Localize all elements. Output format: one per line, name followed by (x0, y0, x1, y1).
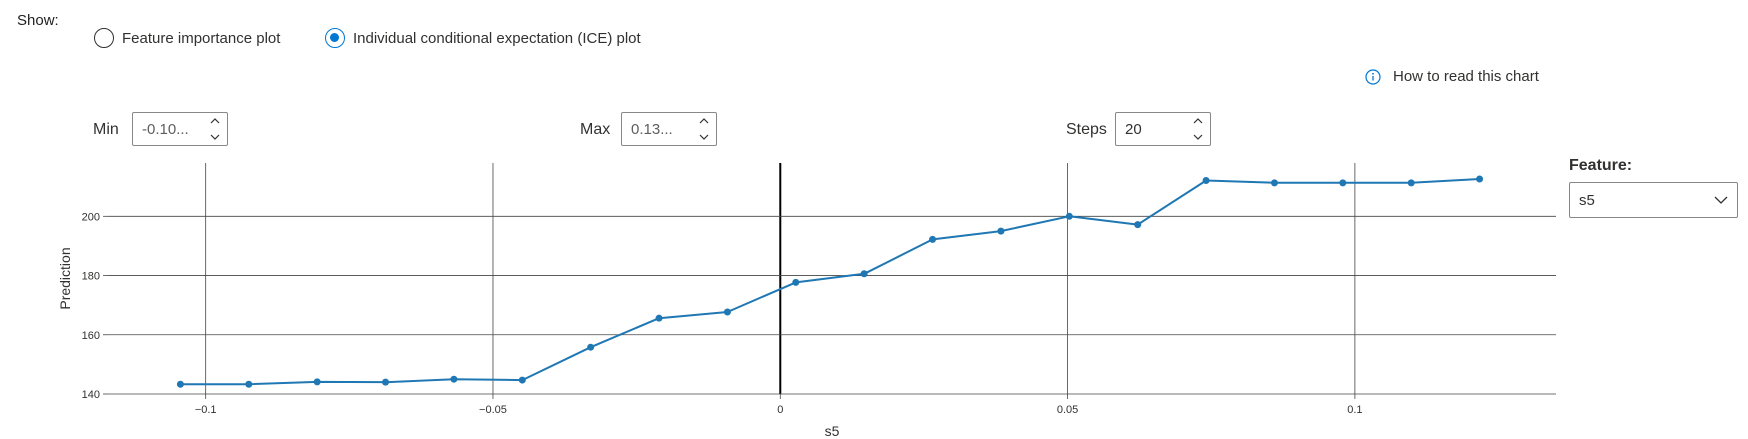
feature-selected-value: s5 (1579, 191, 1595, 209)
y-tick-label: 140 (82, 389, 100, 401)
data-point (587, 343, 595, 351)
max-increment-button[interactable] (692, 113, 716, 129)
data-point (1270, 179, 1278, 187)
data-point (860, 270, 868, 278)
data-point (723, 308, 731, 316)
info-icon (1365, 68, 1381, 85)
steps-spinbutton[interactable]: 20 (1115, 112, 1211, 146)
data-point (1202, 176, 1210, 184)
chart-axes: −0.1 −0.05 0 0.05 0.1 140 160 180 200 (82, 211, 1363, 416)
y-tick-label: 160 (82, 330, 100, 342)
chevron-up-icon (699, 118, 709, 124)
chevron-down-icon (1193, 134, 1203, 140)
data-point (1065, 212, 1073, 220)
min-increment-button[interactable] (203, 113, 227, 129)
steps-value[interactable]: 20 (1125, 120, 1142, 138)
data-point (792, 278, 800, 286)
feature-label: Feature: (1569, 157, 1633, 174)
data-point (518, 376, 526, 384)
x-tick-label: −0.1 (195, 404, 217, 416)
x-tick-label: −0.05 (479, 404, 507, 416)
chevron-down-icon (699, 134, 709, 140)
min-label: Min (93, 121, 119, 138)
show-label: Show: (17, 12, 59, 29)
max-decrement-button[interactable] (692, 129, 716, 145)
data-point (1476, 175, 1484, 183)
max-spinbutton[interactable]: 0.13... (621, 112, 717, 146)
max-label: Max (580, 121, 611, 138)
data-point (1339, 179, 1347, 187)
radio-feature-importance[interactable]: Feature importance plot (94, 28, 280, 48)
max-value[interactable]: 0.13... (631, 120, 673, 138)
min-value[interactable]: -0.10... (142, 120, 189, 138)
min-decrement-button[interactable] (203, 129, 227, 145)
chevron-up-icon (1193, 118, 1203, 124)
y-axis-title: Prediction (57, 247, 73, 309)
radio-ice-plot-label: Individual conditional expectation (ICE)… (353, 29, 641, 47)
radio-circle-checked[interactable] (325, 28, 345, 48)
data-point (382, 378, 390, 386)
series-line (180, 178, 1480, 386)
steps-label: Steps (1066, 121, 1107, 138)
radio-circle-unchecked[interactable] (94, 28, 114, 48)
radio-ice-plot[interactable]: Individual conditional expectation (ICE)… (325, 28, 641, 48)
radio-feature-importance-label: Feature importance plot (122, 29, 281, 47)
y-tick-label: 200 (82, 211, 100, 223)
data-point (655, 314, 663, 322)
x-axis-title: s5 (825, 423, 840, 439)
x-tick-label: 0.1 (1347, 404, 1362, 416)
x-tick-label: 0.05 (1057, 404, 1078, 416)
data-point (997, 227, 1005, 235)
chevron-up-icon (210, 118, 220, 124)
y-tick-label: 180 (82, 271, 100, 283)
data-point (1407, 179, 1415, 187)
steps-decrement-button[interactable] (1186, 129, 1210, 145)
data-point (176, 380, 184, 388)
steps-increment-button[interactable] (1186, 113, 1210, 129)
chevron-down-icon (210, 134, 220, 140)
x-tick-label: 0 (777, 404, 783, 416)
data-point (929, 235, 937, 243)
min-spinbutton[interactable]: -0.10... (132, 112, 228, 146)
feature-dropdown[interactable]: s5 (1569, 182, 1738, 218)
how-to-read-chart-link[interactable]: How to read this chart (1365, 68, 1539, 85)
chevron-down-icon (1714, 196, 1728, 204)
data-point (313, 378, 321, 386)
chart-series (176, 175, 1484, 388)
how-to-read-chart-label: How to read this chart (1393, 68, 1539, 85)
chart-grid (108, 163, 1556, 395)
data-point (450, 375, 458, 383)
data-point (245, 380, 253, 388)
data-point (1134, 221, 1142, 229)
